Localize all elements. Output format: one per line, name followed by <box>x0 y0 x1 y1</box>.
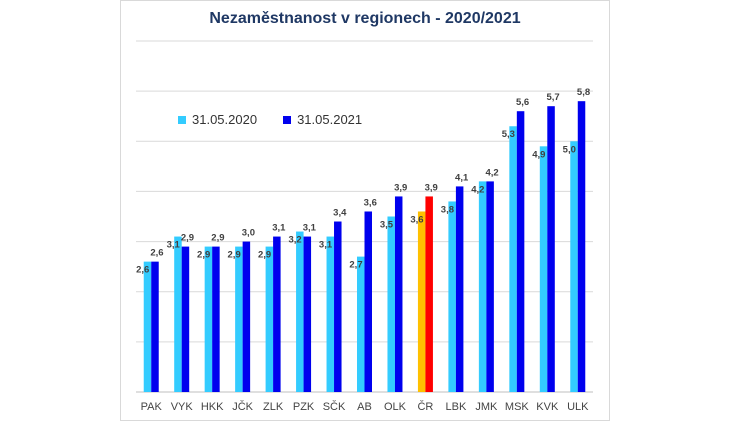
chart-title: Nezaměstnanost v regionech - 2020/2021 <box>209 10 521 27</box>
data-label-2021: 5,6 <box>516 97 529 108</box>
bar-2020 <box>204 246 213 392</box>
x-tick-label: AB <box>357 401 372 413</box>
bar-2020 <box>417 211 426 392</box>
data-label-2020: 4,9 <box>532 149 545 160</box>
bar-2021 <box>212 246 220 392</box>
legend-item-2021: 31.05.2021 <box>283 112 362 127</box>
bar-2020 <box>357 256 365 392</box>
data-label-2020: 2,7 <box>349 260 362 271</box>
x-tick-label: VYK <box>171 401 194 413</box>
bar-2020 <box>265 246 274 392</box>
data-label-2021: 3,9 <box>425 182 438 193</box>
bar-2020 <box>296 231 304 392</box>
data-label-2020: 2,6 <box>136 265 149 276</box>
bar-2021 <box>181 246 190 392</box>
bar-2020 <box>235 246 243 392</box>
legend-swatch-2021 <box>283 115 292 124</box>
bar-2020 <box>448 201 456 392</box>
legend: 31.05.2020 31.05.2021 <box>178 112 388 127</box>
bar-2020 <box>387 216 395 392</box>
bar-2021 <box>577 101 586 393</box>
data-label-2020: 3,2 <box>288 235 301 246</box>
legend-label-2021: 31.05.2021 <box>297 112 363 127</box>
x-tick-label: PZK <box>293 401 315 413</box>
x-tick-label: JČK <box>232 400 253 413</box>
bar-2020 <box>174 236 182 392</box>
data-label-2020: 2,9 <box>228 250 241 261</box>
bar-2021 <box>547 106 555 392</box>
x-tick-label: JMK <box>475 401 498 413</box>
data-label-2021: 3,9 <box>394 182 407 193</box>
bar-2021 <box>425 196 433 392</box>
data-label-2020: 3,8 <box>441 204 454 215</box>
data-label-2020: 2,9 <box>258 250 271 261</box>
data-label-2021: 3,0 <box>242 228 255 239</box>
data-label-2020: 3,6 <box>410 214 423 225</box>
bar-2021 <box>455 186 464 392</box>
data-label-2021: 5,8 <box>577 87 590 98</box>
x-tick-label: OLK <box>384 401 407 413</box>
bar-2020 <box>326 236 335 392</box>
data-label-2021: 4,1 <box>455 172 469 183</box>
data-label-2021: 2,9 <box>211 233 224 244</box>
x-tick-label: KVK <box>536 401 559 413</box>
plot-area: 2,62,6PAK3,12,9VYK2,92,9HKK2,93,0JČK2,93… <box>136 40 593 413</box>
data-label-2021: 2,6 <box>150 248 163 259</box>
data-label-2021: 3,6 <box>364 197 377 208</box>
bar-2021 <box>242 241 251 392</box>
bar-2021 <box>334 221 342 392</box>
x-tick-label: ČR <box>417 400 433 413</box>
bar-2020 <box>539 146 548 392</box>
x-tick-label: MSK <box>505 401 530 413</box>
x-tick-label: SČK <box>323 400 346 413</box>
data-label-2020: 3,1 <box>319 240 333 251</box>
data-label-2020: 4,2 <box>471 184 484 195</box>
data-label-2021: 3,4 <box>333 208 347 219</box>
data-label-2020: 5,3 <box>502 129 515 140</box>
data-label-2021: 4,2 <box>486 167 499 178</box>
bar-2021 <box>516 111 525 392</box>
bar-2020 <box>570 141 578 392</box>
data-label-2021: 3,1 <box>303 223 317 234</box>
data-label-2020: 2,9 <box>197 250 210 261</box>
data-label-2020: 3,1 <box>167 240 181 251</box>
bar-2020 <box>509 126 517 392</box>
legend-label-2020: 31.05.2020 <box>192 112 258 127</box>
x-tick-label: HKK <box>201 401 224 413</box>
data-label-2020: 5,0 <box>563 144 576 155</box>
data-label-2020: 3,5 <box>380 220 394 231</box>
bar-2021 <box>303 236 312 392</box>
data-label-2021: 3,1 <box>272 223 286 234</box>
bar-2021 <box>394 196 403 392</box>
chart-frame: Nezaměstnanost v regionech - 2020/2021 2… <box>120 0 610 421</box>
legend-swatch-2020 <box>178 115 186 124</box>
x-tick-label: ULK <box>567 401 589 413</box>
bar-2021 <box>364 211 372 392</box>
bar-2021 <box>273 236 281 392</box>
bar-2021 <box>151 261 159 392</box>
bar-2020 <box>478 181 487 392</box>
data-label-2021: 5,7 <box>546 92 559 103</box>
x-tick-label: LBK <box>446 401 467 413</box>
x-tick-label: PAK <box>141 401 163 413</box>
x-tick-label: ZLK <box>263 401 284 413</box>
legend-item-2020: 31.05.2020 <box>178 112 257 127</box>
bar-2021 <box>486 181 494 392</box>
data-label-2021: 2,9 <box>181 233 194 244</box>
bar-2020 <box>143 261 152 392</box>
